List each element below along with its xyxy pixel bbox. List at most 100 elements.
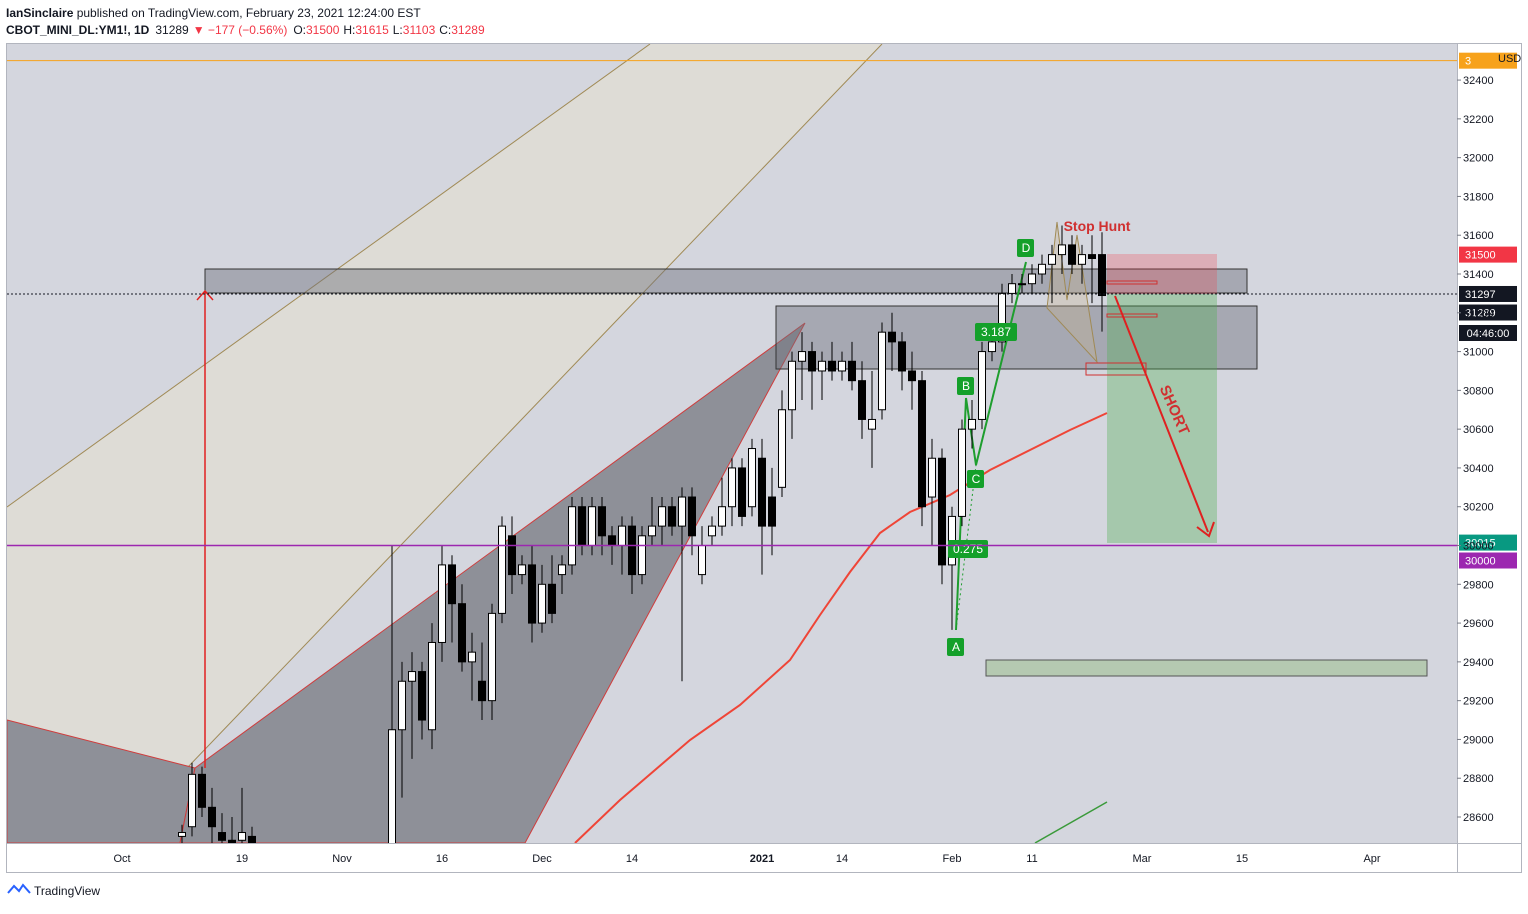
ratio-xd: 3.187 [981,325,1011,339]
c-value: 31289 [451,23,485,37]
candle-body [828,360,836,372]
candle-body [388,729,396,843]
price-label: 31289 [1465,308,1496,320]
level-box [1106,280,1158,285]
l-value: 31103 [403,23,436,37]
candle-body [978,351,986,420]
candle-body [958,428,966,517]
candle-body [628,525,636,576]
candle-body [198,773,206,808]
wedge [179,322,806,843]
candle-body [458,603,466,663]
y-tick-label: 29200 [1463,696,1494,708]
candle-body [878,331,886,411]
y-tick-label: 29000 [1463,734,1494,746]
x-tick-label: Nov [332,853,352,865]
short-arrow [1114,295,1209,533]
footer: TradingView [7,883,100,898]
candle-body [1058,244,1066,256]
change: ▼ −177 (−0.56%) [193,23,288,37]
header: IanSinclaire published on TradingView.co… [6,6,485,37]
candle-body [1008,283,1016,294]
price-label: 31500 [1465,250,1496,262]
candle-body [718,506,726,527]
y-tick-label: 31000 [1463,347,1494,359]
x-tick-label: Oct [113,853,130,865]
stop-zone [1107,254,1217,294]
candle-body [418,671,426,721]
frame [6,43,1522,873]
x-tick-label: 15 [1236,853,1248,865]
candle-body [678,496,686,527]
x-tick-label: Dec [532,853,552,865]
x-tick-label: Feb [943,853,962,865]
candle-body [498,525,506,614]
candle-body [408,671,416,682]
candle-body [578,506,586,547]
candle-body [178,832,186,837]
short-arrow-head [1196,521,1215,538]
y-tick-label: 30800 [1463,385,1494,397]
moving-average [574,412,1108,843]
y-tick-label: 29800 [1463,579,1494,591]
x-tick-label: 14 [626,853,638,865]
candle-body [1018,283,1026,286]
trend-line [1034,801,1108,843]
footer-brand: TradingView [34,884,100,898]
label-box [948,540,988,558]
ratio-ac: 0.275 [953,542,983,556]
price-box [1459,285,1517,302]
zone [204,268,1248,294]
y-tick-label: 29400 [1463,657,1494,669]
y-tick-label: 28600 [1463,812,1494,824]
h-value: 31615 [355,23,389,37]
y-tick-label: 30600 [1463,424,1494,436]
x-tick-label: Mar [1133,853,1152,865]
candle-body [218,832,226,841]
candle-body [428,641,436,731]
l-label: L: [393,23,403,37]
y-tick-label: 30200 [1463,502,1494,514]
logo [7,883,31,894]
candle-body [548,583,556,614]
x-tick-label: 16 [436,853,448,865]
candle-body [738,467,746,517]
candle-body [538,583,546,624]
candle-body [608,535,616,547]
timer-box [1459,325,1517,341]
candle-body [908,370,916,382]
point-b: B [962,379,970,393]
candle-body [438,564,446,643]
label-box [967,470,984,488]
candle-body [818,360,826,372]
candle-body [798,351,806,362]
level-box [1085,362,1147,376]
o-value: 31500 [306,23,340,37]
candle-body [448,564,456,605]
x-tick-label: Apr [1363,853,1380,865]
candle-body [838,360,846,372]
y-tick-label: 28800 [1463,773,1494,785]
candle-body [778,409,786,488]
level-box [1106,313,1158,318]
wedge [7,719,196,843]
y-tick-label: 30000 [1463,541,1494,553]
candle-body [398,680,406,731]
candle-body [918,380,926,508]
candle-body [938,457,946,566]
price-label: 3 [1465,56,1471,68]
candle-body [868,418,876,430]
candle-body [848,360,856,382]
candle-body [1088,254,1096,259]
candle-body [968,418,976,430]
price-label: 30015 [1465,538,1496,550]
candle-body [768,496,776,527]
drawings: SHORT Stop Hunt A B 0.275 C D 3.187 [7,44,1457,843]
candle-body [888,331,896,343]
pattern-labels: A B 0.275 C D 3.187 [947,239,1034,656]
fan-line [114,44,883,843]
candle-body [698,545,706,576]
candle-body [1048,254,1056,265]
candle-body [708,525,716,537]
